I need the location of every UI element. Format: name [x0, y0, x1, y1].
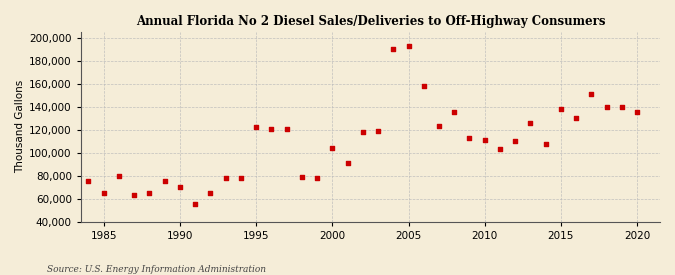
- Point: [83, 179, 94, 184]
- Point: [540, 141, 551, 146]
- Point: [525, 121, 536, 125]
- Point: [479, 138, 490, 142]
- Point: [312, 176, 323, 180]
- Point: [190, 202, 200, 207]
- Y-axis label: Thousand Gallons: Thousand Gallons: [15, 80, 25, 174]
- Point: [342, 161, 353, 165]
- Point: [113, 174, 124, 178]
- Point: [205, 191, 216, 195]
- Point: [357, 130, 368, 134]
- Point: [464, 136, 475, 140]
- Point: [433, 124, 444, 128]
- Point: [632, 110, 643, 115]
- Point: [571, 116, 582, 120]
- Point: [236, 176, 246, 180]
- Point: [129, 193, 140, 197]
- Point: [403, 43, 414, 48]
- Point: [144, 191, 155, 195]
- Point: [159, 179, 170, 184]
- Point: [556, 107, 566, 111]
- Point: [601, 104, 612, 109]
- Point: [220, 176, 231, 180]
- Point: [296, 175, 307, 179]
- Point: [510, 139, 520, 143]
- Point: [266, 126, 277, 131]
- Point: [175, 185, 186, 189]
- Point: [586, 92, 597, 96]
- Point: [449, 110, 460, 115]
- Point: [250, 125, 261, 130]
- Point: [616, 104, 627, 109]
- Title: Annual Florida No 2 Diesel Sales/Deliveries to Off-Highway Consumers: Annual Florida No 2 Diesel Sales/Deliver…: [136, 15, 605, 28]
- Point: [281, 126, 292, 131]
- Point: [99, 191, 109, 195]
- Point: [373, 129, 383, 133]
- Point: [418, 84, 429, 88]
- Point: [68, 197, 78, 201]
- Text: Source: U.S. Energy Information Administration: Source: U.S. Energy Information Administ…: [47, 265, 266, 274]
- Point: [327, 146, 338, 150]
- Point: [495, 147, 506, 152]
- Point: [388, 47, 399, 51]
